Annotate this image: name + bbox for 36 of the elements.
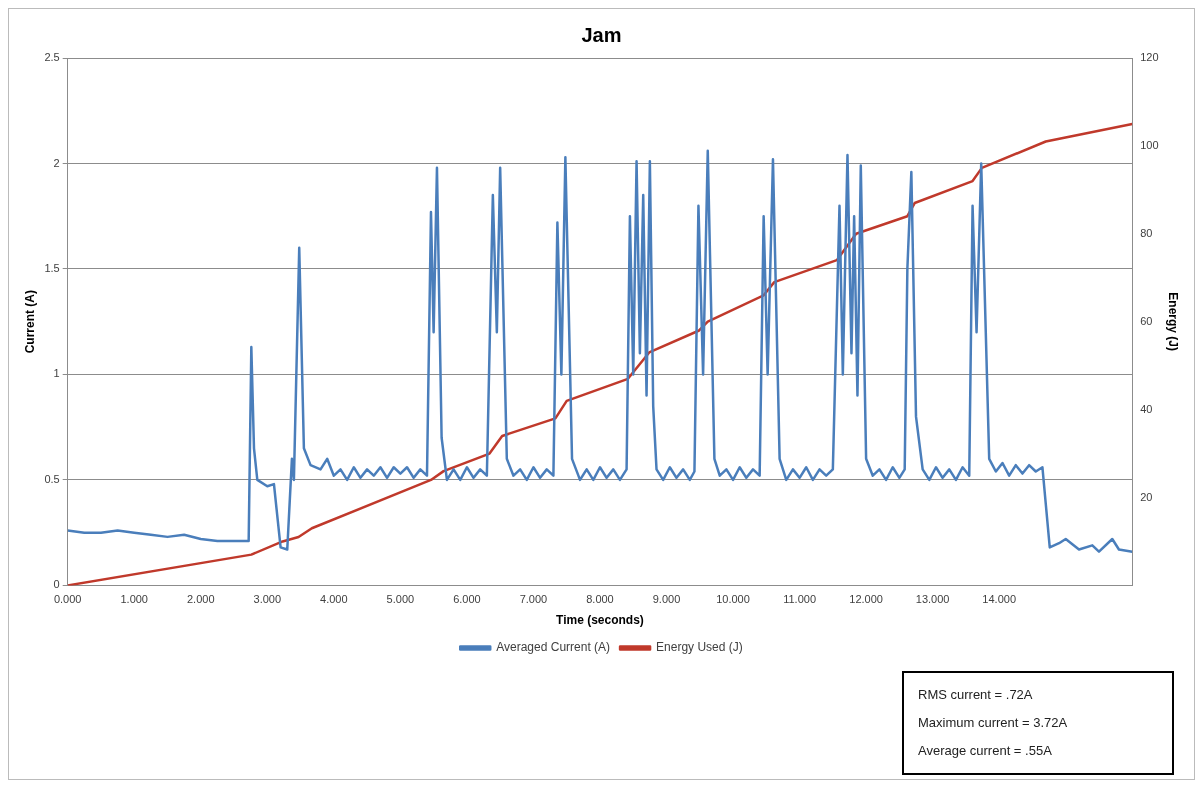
y2-tick-label: 100 [1140,138,1159,151]
legend-label: Energy Used (J) [656,640,743,655]
legend-label: Averaged Current (A) [496,640,611,655]
x-tick-label: 5.000 [386,593,415,606]
y2-tick-label: 120 [1140,51,1159,64]
x-tick-label: 8.000 [586,593,614,606]
text: Average current = .55A [918,742,1053,760]
y2-tick-label: 60 [1140,314,1153,327]
y-tick-label: 0 [53,578,60,591]
x-tick-label: 2.000 [187,593,215,606]
chart-title: Jam [581,23,622,46]
x-tick-label: 10.000 [716,593,750,606]
text: Maximum current = 3.72A [918,714,1069,732]
x-tick-label: 13.000 [915,593,950,606]
x-tick-label: 14.000 [982,593,1017,606]
x-tick-label: 11.000 [783,593,816,606]
x-tick-label: 6.000 [453,593,481,606]
x-tick-label: 4.000 [320,593,348,606]
x-tick-label: 12.000 [849,593,883,606]
x-tick-label: 7.000 [519,593,548,606]
y2-tick-label: 40 [1140,402,1153,415]
y-tick-label: 1.5 [44,261,60,274]
y2-axis-title: Energy (J) [1166,292,1181,352]
y-tick-label: 0.5 [44,472,60,485]
y-tick-label: 2.5 [44,51,60,64]
x-tick-label: 0.000 [53,593,82,606]
y-axis-title: Current (A) [22,290,37,354]
x-tick-label: 9.000 [652,593,681,606]
text: RMS current = .72A [918,686,1034,704]
x-tick-label: 3.000 [253,593,282,606]
y2-tick-label: 20 [1140,490,1153,503]
y-tick-label: 2 [53,156,60,169]
x-axis-title: Time (seconds) [556,613,644,628]
x-tick-label: 1.000 [120,593,148,606]
y-tick-label: 1 [53,367,60,380]
y2-tick-label: 80 [1140,226,1153,239]
